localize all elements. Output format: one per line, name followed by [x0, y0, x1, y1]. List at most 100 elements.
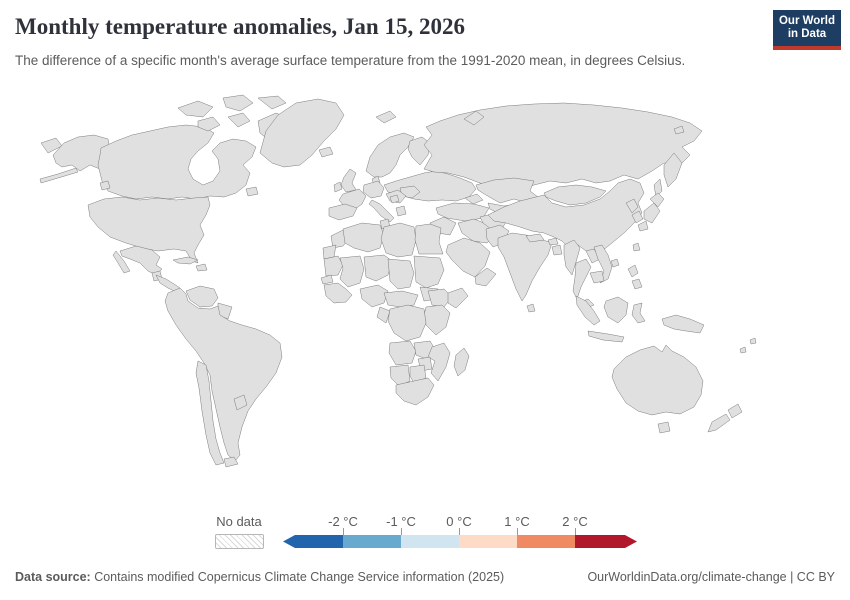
country-svalbard[interactable] [375, 110, 397, 124]
legend-tick-neg2: -2 °C [328, 514, 358, 529]
country-sudan[interactable] [413, 255, 445, 289]
credit-link[interactable]: OurWorldinData.org/climate-change | CC B… [587, 570, 835, 584]
country-new-zealand-south[interactable] [707, 413, 731, 433]
country-libya[interactable] [380, 222, 417, 258]
country-canada-arctic-3[interactable] [257, 95, 287, 110]
country-canada[interactable] [97, 124, 257, 200]
country-somalia[interactable] [447, 287, 469, 309]
country-mexico-baja[interactable] [112, 250, 131, 274]
country-russia-novaya-zemlya[interactable] [463, 110, 485, 126]
country-uruguay[interactable] [233, 394, 248, 411]
country-vietnam[interactable] [593, 244, 613, 284]
country-mozambique[interactable] [427, 342, 451, 382]
country-russia-sakhalin[interactable] [653, 178, 663, 198]
country-pacific-islands-1[interactable] [739, 346, 747, 354]
country-cambodia[interactable] [589, 270, 605, 284]
country-philippines-luzon[interactable] [627, 264, 639, 278]
country-haiti[interactable] [195, 263, 208, 272]
country-new-guinea[interactable] [661, 314, 705, 334]
country-cameroon-car[interactable] [383, 290, 419, 308]
country-venezuela[interactable] [185, 285, 219, 308]
country-spain-portugal[interactable] [328, 203, 358, 221]
country-saudi-arabia[interactable] [445, 237, 491, 278]
country-indonesia-sulawesi[interactable] [631, 302, 646, 324]
country-canada-arctic-1[interactable] [177, 100, 214, 118]
country-sri-lanka[interactable] [526, 303, 536, 313]
country-new-zealand-north[interactable] [727, 403, 743, 419]
country-united-kingdom[interactable] [340, 168, 357, 193]
country-iceland[interactable] [318, 146, 334, 158]
country-norway-sweden[interactable] [365, 132, 415, 178]
country-south-korea[interactable] [631, 210, 644, 224]
country-indonesia-borneo[interactable] [603, 296, 629, 324]
country-canada-arctic-2[interactable] [222, 94, 254, 112]
country-usa[interactable] [87, 196, 211, 264]
country-china-hainan[interactable] [610, 258, 620, 268]
country-indonesia-java[interactable] [587, 330, 625, 343]
country-bhutan[interactable] [547, 237, 559, 246]
country-myanmar[interactable] [563, 239, 581, 276]
legend-bin-above-2[interactable] [575, 535, 637, 548]
country-nepal[interactable] [525, 233, 545, 243]
country-cuba[interactable] [172, 256, 199, 265]
country-chile[interactable] [195, 360, 225, 466]
country-south-africa[interactable] [395, 377, 435, 406]
country-madagascar[interactable] [453, 347, 470, 377]
country-niger[interactable] [363, 254, 393, 282]
country-india[interactable] [497, 232, 553, 302]
country-guinea-coast[interactable] [323, 282, 353, 304]
country-canada-arctic-5[interactable] [227, 112, 251, 128]
country-angola[interactable] [388, 340, 417, 366]
country-greece[interactable] [395, 205, 407, 217]
country-ireland[interactable] [333, 181, 343, 193]
country-canada-vancouver-island[interactable] [99, 180, 111, 191]
country-yemen-oman[interactable] [474, 267, 497, 287]
country-russia-wrangel[interactable] [673, 125, 685, 135]
legend-bin-1-2[interactable] [517, 535, 575, 548]
country-south-america[interactable] [164, 287, 283, 462]
country-algeria[interactable] [342, 222, 385, 253]
country-tasmania[interactable] [657, 421, 671, 434]
country-caucasus[interactable] [464, 193, 484, 205]
legend-bin-neg2-neg1[interactable] [343, 535, 401, 548]
legend-no-data-swatch[interactable] [215, 534, 264, 549]
country-north-korea[interactable] [625, 198, 639, 214]
country-mali[interactable] [339, 255, 365, 288]
data-source-note: Data source: Contains modified Copernicu… [15, 570, 504, 584]
country-nigeria[interactable] [359, 284, 389, 308]
country-mauritania[interactable] [323, 255, 344, 277]
country-russia[interactable] [423, 102, 703, 190]
legend-bin-0-1[interactable] [459, 535, 517, 548]
country-thailand[interactable] [572, 258, 592, 300]
country-drc[interactable] [387, 304, 427, 342]
country-greenland[interactable] [259, 98, 345, 168]
country-aleutian-islands[interactable] [39, 167, 79, 184]
country-japan-kyushu[interactable] [637, 220, 649, 232]
country-australia[interactable] [611, 344, 704, 416]
country-indonesia-sumatra[interactable] [575, 295, 601, 326]
owid-logo[interactable]: Our World in Data [773, 10, 841, 50]
country-serbia[interactable] [389, 194, 400, 204]
country-canada-arctic-4[interactable] [197, 116, 221, 132]
country-chad[interactable] [387, 258, 415, 290]
country-finland[interactable] [407, 136, 431, 166]
country-taiwan[interactable] [632, 242, 641, 252]
country-egypt[interactable] [414, 223, 444, 255]
country-gabon-congo[interactable] [376, 306, 391, 324]
country-bangladesh[interactable] [551, 244, 563, 256]
country-mongolia[interactable] [543, 184, 607, 206]
country-japan-hokkaido[interactable] [649, 192, 665, 208]
country-senegal[interactable] [320, 274, 334, 285]
legend-bin-neg1-0[interactable] [401, 535, 459, 548]
legend-bin-below-neg2[interactable] [283, 535, 343, 548]
country-russia-kamchatka[interactable] [663, 152, 683, 188]
country-germany[interactable] [362, 180, 385, 199]
country-philippines-mindanao[interactable] [631, 278, 643, 290]
country-japan-honshu[interactable] [643, 202, 661, 224]
country-canada-newfoundland[interactable] [245, 186, 259, 197]
legend-tick-pos1: 1 °C [504, 514, 530, 529]
country-italy[interactable] [368, 199, 395, 223]
country-tierra-del-fuego[interactable] [223, 456, 239, 468]
country-pacific-islands-2[interactable] [749, 337, 757, 345]
country-east-africa[interactable] [423, 304, 451, 336]
